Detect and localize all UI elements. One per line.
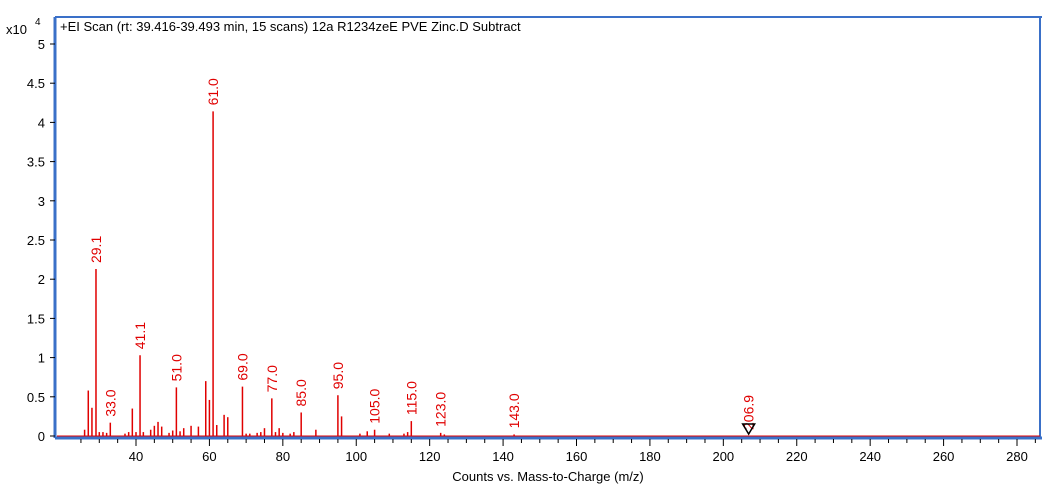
precursor-marker-icon xyxy=(741,423,756,436)
peak-label: 29.1 xyxy=(88,236,104,263)
x-tick-label: 140 xyxy=(492,449,514,464)
peak-label: 41.1 xyxy=(132,322,148,349)
peak-label-group: 29.1 33.0 41.1 51.0 61.0 69.0 77.0 85.0 95.0 105.… xyxy=(88,78,757,430)
x-tick-label: 40 xyxy=(129,449,143,464)
peak-label: 115.0 xyxy=(403,381,419,415)
x-axis: 40 60 80 100 120 140 160 180 200 220 240 260 280 xyxy=(80,439,1036,464)
plot-frame xyxy=(53,16,1042,440)
y-tick-label: 0 xyxy=(38,429,45,444)
y-tick-label: 1.5 xyxy=(27,311,45,326)
y-tick-label: 3 xyxy=(38,194,45,209)
y-tick-label: 3.5 xyxy=(27,155,45,170)
peak-label: 206.9 xyxy=(741,395,757,430)
x-tick-label: 280 xyxy=(1006,449,1028,464)
x-tick-label: 160 xyxy=(566,449,588,464)
chart-title: +EI Scan (rt: 39.416-39.493 min, 15 scan… xyxy=(60,19,521,34)
y-tick-label: 2.5 xyxy=(27,233,45,248)
y-tick-label: 5 xyxy=(38,37,45,52)
y-tick-label: 4.5 xyxy=(27,76,45,91)
peak-label: 95.0 xyxy=(330,362,346,389)
x-tick-label: 60 xyxy=(202,449,216,464)
y-tick-label: 0.5 xyxy=(27,390,45,405)
y-tick-label: 2 xyxy=(38,272,45,287)
y-tick-label: 1 xyxy=(38,351,45,366)
peak-label: 143.0 xyxy=(506,393,522,428)
y-axis: 0 0.5 1 1.5 2 2.5 3 3.5 4 4.5 5 xyxy=(27,37,55,444)
peak-label: 77.0 xyxy=(264,365,280,392)
y-tick-label: 4 xyxy=(38,115,45,130)
x-tick-label: 80 xyxy=(276,449,290,464)
y-multiplier-label: x10 xyxy=(6,22,27,37)
peak-label: 85.0 xyxy=(293,379,309,406)
x-tick-label: 100 xyxy=(345,449,367,464)
marker-group xyxy=(741,423,756,436)
peak-label: 123.0 xyxy=(433,392,449,427)
peak-label: 105.0 xyxy=(367,388,383,423)
x-tick-label: 220 xyxy=(786,449,808,464)
peak-label: 69.0 xyxy=(234,353,250,380)
y-multiplier-exponent: 4 xyxy=(35,17,41,28)
peak-label: 33.0 xyxy=(102,389,118,416)
x-tick-label: 240 xyxy=(859,449,881,464)
x-tick-label: 200 xyxy=(712,449,734,464)
x-tick-label: 260 xyxy=(933,449,955,464)
peak-label: 51.0 xyxy=(168,354,184,381)
x-tick-label: 180 xyxy=(639,449,661,464)
peak-series xyxy=(57,111,1040,437)
x-axis-label: Counts vs. Mass-to-Charge (m/z) xyxy=(452,469,643,484)
peak-label: 61.0 xyxy=(205,78,221,105)
x-tick-label: 120 xyxy=(419,449,441,464)
